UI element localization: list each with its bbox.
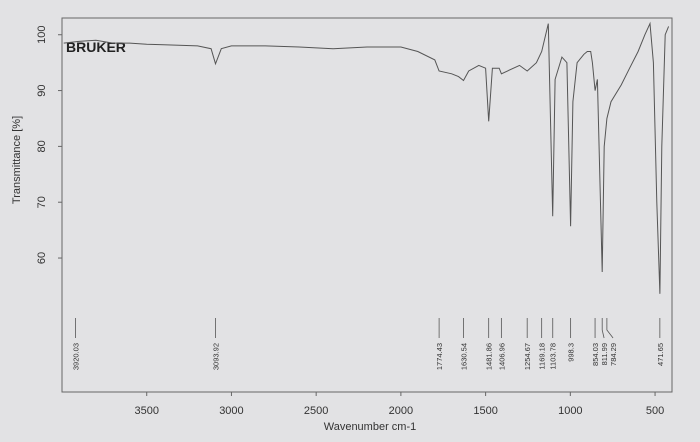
y-tick-label: 90 xyxy=(36,84,48,96)
peak-label: 1630.54 xyxy=(459,343,468,370)
peak-label: 1169.18 xyxy=(538,343,547,370)
peak-label: 784.29 xyxy=(609,343,618,366)
y-axis-label: Transmittance [%] xyxy=(11,116,23,204)
x-tick-label: 1500 xyxy=(473,405,497,417)
x-tick-label: 1000 xyxy=(558,405,582,417)
peak-label: 3920.03 xyxy=(72,343,81,370)
x-tick-label: 3500 xyxy=(134,405,158,417)
peak-label: 1406.96 xyxy=(497,343,506,370)
peak-label: 1103.78 xyxy=(549,343,558,370)
x-tick-label: 3000 xyxy=(219,405,243,417)
spectrum-line xyxy=(63,21,670,294)
peak-label: 1774.43 xyxy=(435,343,444,370)
peak-label: 1254.67 xyxy=(523,343,532,370)
plot-frame xyxy=(61,17,673,393)
y-tick-label: 100 xyxy=(36,26,48,44)
x-axis-label: Wavenumber cm-1 xyxy=(324,421,417,433)
y-tick-label: 70 xyxy=(36,196,48,208)
peak-label: 854.03 xyxy=(591,343,600,366)
peak-label: 3093.92 xyxy=(212,343,221,370)
peak-label: 998.3 xyxy=(567,343,576,362)
peak-label: 1481.86 xyxy=(485,343,494,370)
x-tick-label: 2500 xyxy=(304,405,328,417)
x-tick-label: 500 xyxy=(646,405,664,417)
y-tick-label: 80 xyxy=(36,140,48,152)
y-tick-label: 60 xyxy=(36,252,48,264)
x-tick-label: 2000 xyxy=(389,405,413,417)
peak-label: 811.99 xyxy=(600,343,609,365)
peak-marker xyxy=(601,318,605,339)
peak-label: 471.65 xyxy=(656,343,665,366)
peak-marker xyxy=(606,318,614,339)
